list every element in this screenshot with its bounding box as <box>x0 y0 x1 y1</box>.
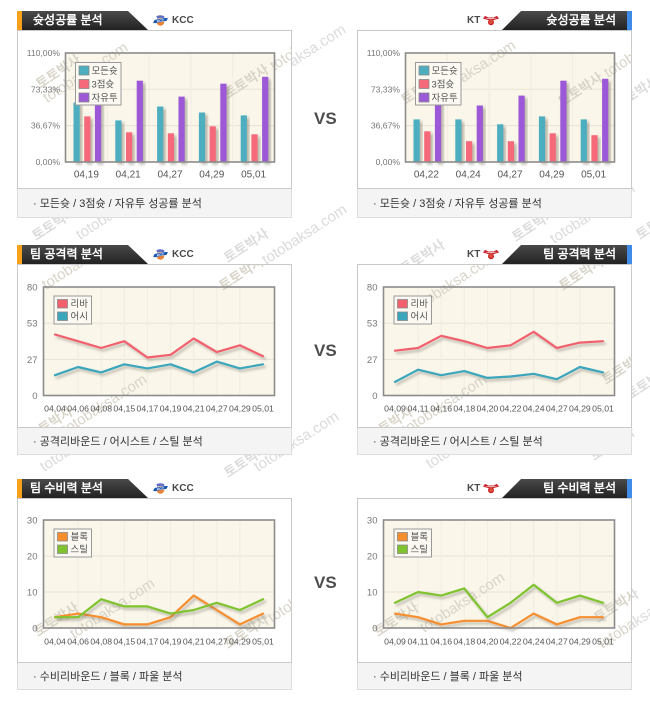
svg-text:04,19: 04,19 <box>160 637 182 647</box>
svg-text:04,24: 04,24 <box>456 170 481 181</box>
svg-text:04,29: 04,29 <box>199 170 224 181</box>
svg-text:10: 10 <box>367 588 378 599</box>
svg-text:80: 80 <box>27 283 38 294</box>
svg-text:10: 10 <box>27 588 38 599</box>
svg-text:0: 0 <box>372 391 377 402</box>
svg-text:04,16: 04,16 <box>430 637 452 647</box>
svg-text:토토박사: 토토박사 <box>633 202 650 243</box>
svg-text:53: 53 <box>367 319 378 330</box>
svg-text:04,22: 04,22 <box>414 170 439 181</box>
svg-text:KCC: KCC <box>157 18 165 23</box>
svg-text:04,27: 04,27 <box>157 170 182 181</box>
svg-text:36,67%: 36,67% <box>31 121 61 131</box>
svg-text:04,29: 04,29 <box>229 404 251 414</box>
svg-text:20: 20 <box>367 552 378 563</box>
svg-text:0: 0 <box>32 624 37 635</box>
svg-text:04,11: 04,11 <box>408 404 429 414</box>
svg-text:리바: 리바 <box>411 299 429 310</box>
svg-text:73,33%: 73,33% <box>371 84 401 94</box>
svg-text:어시: 어시 <box>411 312 428 323</box>
svg-text:27: 27 <box>27 355 38 366</box>
svg-text:04,15: 04,15 <box>113 637 135 647</box>
svg-text:04,17: 04,17 <box>137 404 159 414</box>
svg-text:04,08: 04,08 <box>90 404 112 414</box>
svg-text:04,27: 04,27 <box>546 637 568 647</box>
svg-text:04,22: 04,22 <box>500 404 522 414</box>
svg-text:04,15: 04,15 <box>113 404 135 414</box>
svg-text:스틸: 스틸 <box>411 544 428 556</box>
svg-text:04,27: 04,27 <box>546 404 568 414</box>
svg-text:20: 20 <box>27 552 38 563</box>
svg-text:04,06: 04,06 <box>67 637 89 647</box>
svg-text:3점슛: 3점슛 <box>92 79 115 91</box>
svg-text:04,09: 04,09 <box>384 404 406 414</box>
svg-text:80: 80 <box>367 283 378 294</box>
svg-text:04,19: 04,19 <box>74 170 99 181</box>
svg-text:04,08: 04,08 <box>90 637 112 647</box>
svg-text:05,01: 05,01 <box>592 637 614 647</box>
svg-text:04,20: 04,20 <box>477 637 499 647</box>
svg-text:자유투: 자유투 <box>432 93 458 104</box>
svg-text:04,29: 04,29 <box>229 637 251 647</box>
svg-text:모든슛: 모든슛 <box>92 66 118 77</box>
svg-text:04,29: 04,29 <box>539 170 564 181</box>
svg-text:리바: 리바 <box>71 299 89 310</box>
svg-text:0: 0 <box>372 624 377 635</box>
svg-text:자유투: 자유투 <box>92 93 118 104</box>
svg-text:04,24: 04,24 <box>523 404 545 414</box>
svg-text:30: 30 <box>367 516 378 527</box>
svg-text:53: 53 <box>27 319 38 330</box>
svg-text:04,27: 04,27 <box>497 170 522 181</box>
svg-text:04,04: 04,04 <box>44 637 66 647</box>
svg-text:04,21: 04,21 <box>183 404 205 414</box>
svg-text:0,00%: 0,00% <box>36 157 61 167</box>
svg-text:04,11: 04,11 <box>408 637 429 647</box>
svg-text:블록: 블록 <box>411 532 429 543</box>
svg-text:04,18: 04,18 <box>453 637 475 647</box>
svg-text:0,00%: 0,00% <box>376 157 401 167</box>
svg-text:모든슛: 모든슛 <box>432 66 458 77</box>
svg-text:04,24: 04,24 <box>523 637 545 647</box>
svg-text:KCC: KCC <box>157 486 165 491</box>
svg-text:05,01: 05,01 <box>241 170 266 181</box>
svg-text:3점슛: 3점슛 <box>432 79 455 91</box>
svg-text:블록: 블록 <box>71 532 89 543</box>
svg-text:KCC: KCC <box>157 252 165 257</box>
svg-text:04,04: 04,04 <box>44 404 66 414</box>
svg-text:27: 27 <box>367 355 378 366</box>
svg-text:스틸: 스틸 <box>71 544 88 556</box>
svg-text:04,22: 04,22 <box>500 637 522 647</box>
svg-text:04,27: 04,27 <box>206 404 228 414</box>
svg-text:어시: 어시 <box>71 312 88 323</box>
svg-text:0: 0 <box>32 391 37 402</box>
svg-text:04,29: 04,29 <box>569 637 591 647</box>
svg-text:04,19: 04,19 <box>160 404 182 414</box>
svg-text:110,00%: 110,00% <box>367 48 401 58</box>
svg-text:04,21: 04,21 <box>183 637 205 647</box>
svg-text:05,01: 05,01 <box>592 404 614 414</box>
svg-text:04,17: 04,17 <box>137 637 159 647</box>
svg-text:04,29: 04,29 <box>569 404 591 414</box>
svg-text:04,16: 04,16 <box>430 404 452 414</box>
svg-text:73,33%: 73,33% <box>31 84 61 94</box>
svg-text:05,01: 05,01 <box>581 170 606 181</box>
svg-text:30: 30 <box>27 516 38 527</box>
svg-text:04,06: 04,06 <box>67 404 89 414</box>
svg-text:36,67%: 36,67% <box>371 121 401 131</box>
svg-text:110,00%: 110,00% <box>27 48 61 58</box>
svg-text:04,20: 04,20 <box>477 404 499 414</box>
svg-text:05,01: 05,01 <box>252 637 274 647</box>
svg-text:04,18: 04,18 <box>453 404 475 414</box>
svg-text:04,21: 04,21 <box>116 170 141 181</box>
svg-text:04,27: 04,27 <box>206 637 228 647</box>
svg-text:05,01: 05,01 <box>252 404 274 414</box>
svg-text:04,09: 04,09 <box>384 637 406 647</box>
